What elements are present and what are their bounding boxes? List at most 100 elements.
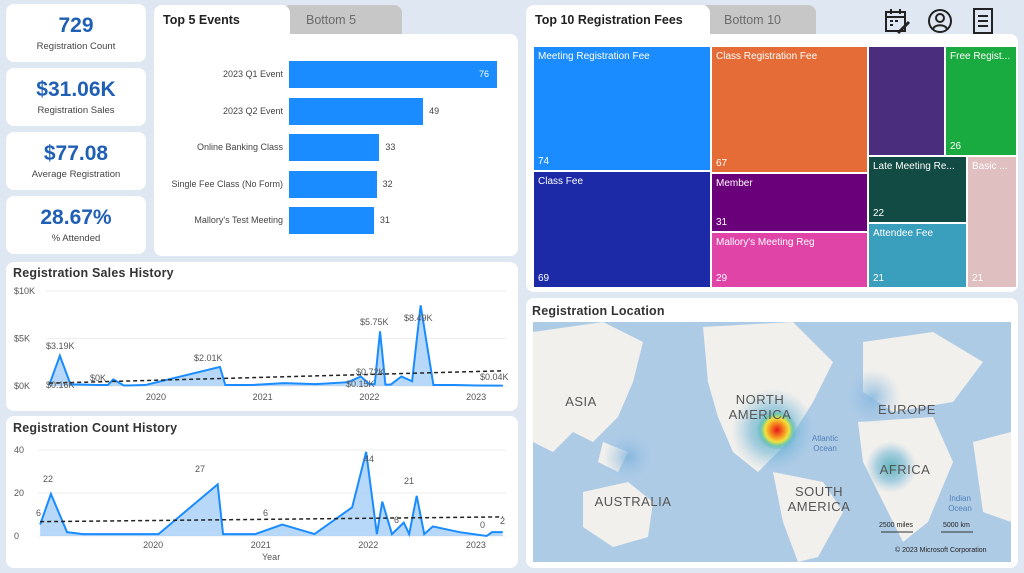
kpi-value: 28.67% bbox=[40, 206, 112, 229]
tab-bottom-10[interactable]: Bottom 10 bbox=[700, 5, 816, 37]
data-label: 0 bbox=[480, 520, 485, 530]
bar-value-label: 32 bbox=[382, 178, 393, 189]
treemap-tile[interactable]: Late Meeting Re... 22 bbox=[868, 156, 967, 223]
bar[interactable] bbox=[289, 97, 424, 125]
treemap-tile-value: 67 bbox=[716, 158, 728, 169]
treemap-tile[interactable]: Member 31 bbox=[711, 173, 868, 232]
registration-location-panel: Registration Location bbox=[526, 298, 1018, 568]
treemap-tile-value: 29 bbox=[716, 273, 728, 284]
treemap-tile-label: Class Registration Fee bbox=[716, 51, 818, 62]
treemap-tile-value: 21 bbox=[873, 273, 885, 284]
treemap-tile[interactable] bbox=[868, 46, 945, 156]
bar-value-label: 49 bbox=[429, 105, 440, 116]
map-land bbox=[533, 322, 1011, 562]
y-tick-label: 40 bbox=[14, 445, 24, 455]
data-label: $8.49K bbox=[404, 313, 433, 323]
data-label: $0.04K bbox=[480, 372, 509, 382]
treemap-tile-label: Attendee Fee bbox=[873, 228, 934, 239]
kpi-label: Registration Count bbox=[36, 41, 116, 52]
bar-category-label: Online Banking Class bbox=[196, 142, 283, 152]
kpi-label: Average Registration bbox=[31, 169, 121, 180]
data-label: 27 bbox=[195, 464, 205, 474]
data-label: 6 bbox=[263, 508, 268, 518]
document-list-icon[interactable] bbox=[968, 6, 998, 36]
bar-value-label: 31 bbox=[379, 215, 390, 225]
x-tick-label: 2022 bbox=[358, 540, 378, 550]
treemap-tile[interactable]: Basic ... 21 bbox=[967, 156, 1017, 288]
x-tick-label: 2022 bbox=[359, 392, 379, 402]
map-label-south-america: SOUTH AMERICA bbox=[787, 484, 851, 514]
calendar-edit-icon[interactable] bbox=[882, 6, 912, 36]
x-tick-label: 2023 bbox=[466, 540, 486, 550]
map-scale-miles: 2500 miles bbox=[879, 522, 913, 529]
data-label: $5.75K bbox=[360, 317, 389, 327]
kpi-label: % Attended bbox=[51, 233, 101, 244]
count-history-chart: 0 20 40 2020 2021 2022 2023 6 22 27 6 44 6 21 0 2 Year bbox=[14, 445, 506, 562]
data-label: 22 bbox=[43, 474, 53, 484]
bar-value-label: 33 bbox=[385, 142, 396, 152]
map-label-europe: EUROPE bbox=[878, 402, 936, 417]
treemap-tile-label: Class Fee bbox=[538, 176, 584, 187]
sales-history-panel: Registration Sales History $0K $5K $10K 202… bbox=[6, 262, 518, 411]
data-label: $0.16K bbox=[46, 380, 75, 390]
data-label: 44 bbox=[364, 454, 374, 464]
bar-category-label: 2023 Q2 Event bbox=[222, 105, 283, 116]
tab-top-10-registration-fees[interactable]: Top 10 Registration Fees bbox=[526, 5, 710, 37]
bar[interactable] bbox=[289, 207, 374, 234]
y-tick-label: $5K bbox=[14, 334, 30, 344]
bar[interactable] bbox=[289, 134, 380, 161]
map-label-australia: AUSTRALIA bbox=[594, 494, 672, 509]
data-label: $0K bbox=[90, 373, 106, 383]
y-tick-label: $10K bbox=[14, 286, 35, 296]
treemap-tile[interactable]: Class Fee 69 bbox=[533, 171, 711, 288]
kpi-label: Registration Sales bbox=[37, 105, 115, 116]
x-tick-label: 2020 bbox=[146, 392, 166, 402]
map-scale-km: 5000 km bbox=[943, 522, 970, 529]
treemap-tile[interactable]: Free Regist... 26 bbox=[945, 46, 1017, 156]
map-label-africa: AFRICA bbox=[879, 462, 931, 477]
treemap-tile-label: Late Meeting Re... bbox=[873, 161, 955, 172]
bar-category-label: Single Fee Class (No Form) bbox=[171, 178, 283, 189]
data-label: 6 bbox=[394, 515, 399, 525]
treemap-tile-label: Free Regist... bbox=[950, 51, 1011, 62]
x-tick-label: 2023 bbox=[466, 392, 486, 402]
map-view[interactable]: ASIA NORTH AMERICA EUROPE AFRICA AUSTRAL… bbox=[533, 322, 1011, 562]
treemap-tile[interactable]: Mallory's Meeting Reg 29 bbox=[711, 232, 868, 288]
user-circle-icon[interactable] bbox=[925, 6, 955, 36]
bar[interactable] bbox=[289, 170, 377, 198]
kpi-card-average-registration: $77.08 Average Registration bbox=[6, 132, 146, 190]
treemap-tile[interactable]: Meeting Registration Fee 74 bbox=[533, 46, 711, 171]
bar[interactable] bbox=[289, 61, 497, 88]
map-copyright: © 2023 Microsoft Corporation bbox=[895, 547, 987, 554]
treemap-tile-value: 21 bbox=[972, 273, 984, 284]
data-label: $3.19K bbox=[46, 341, 75, 351]
treemap-tile-value: 74 bbox=[538, 156, 550, 167]
data-label: $0.72K bbox=[356, 367, 385, 377]
sales-history-chart: $0K $5K $10K 2020 2021 2022 2023 $3.19K $0.16K $0… bbox=[14, 286, 509, 402]
sales-history-title: Registration Sales History bbox=[13, 266, 174, 280]
y-tick-label: 20 bbox=[14, 488, 24, 498]
tab-top-5-events[interactable]: Top 5 Events bbox=[154, 5, 290, 37]
series-line[interactable] bbox=[39, 451, 503, 538]
treemap-tile-label: Basic ... bbox=[972, 161, 1008, 172]
kpi-value: $31.06K bbox=[36, 78, 116, 101]
treemap-tile-value: 26 bbox=[950, 141, 962, 152]
treemap-tile-label: Mallory's Meeting Reg bbox=[716, 237, 815, 248]
treemap-tile[interactable]: Class Registration Fee 67 bbox=[711, 46, 868, 173]
bar-value-label: 76 bbox=[479, 69, 490, 79]
treemap-tile[interactable]: Attendee Fee 21 bbox=[868, 223, 967, 288]
map-label-north-america: NORTH AMERICA bbox=[728, 392, 792, 422]
trend-line bbox=[40, 516, 503, 523]
bar-category-label: Mallory's Test Meeting bbox=[194, 215, 283, 225]
map-label-atlantic-ocean: Atlantic Ocean bbox=[811, 434, 839, 453]
x-axis-title: Year bbox=[262, 552, 280, 562]
area-fill bbox=[49, 305, 503, 386]
map-title: Registration Location bbox=[532, 304, 665, 318]
tab-bottom-5[interactable]: Bottom 5 bbox=[282, 5, 402, 37]
count-history-panel: Registration Count History 0 20 40 2020 2021… bbox=[6, 416, 518, 568]
data-label: $2.01K bbox=[194, 353, 223, 363]
x-tick-label: 2020 bbox=[143, 540, 163, 550]
series-line[interactable] bbox=[48, 305, 503, 387]
area-fill bbox=[40, 451, 503, 536]
kpi-value: 729 bbox=[58, 14, 94, 37]
